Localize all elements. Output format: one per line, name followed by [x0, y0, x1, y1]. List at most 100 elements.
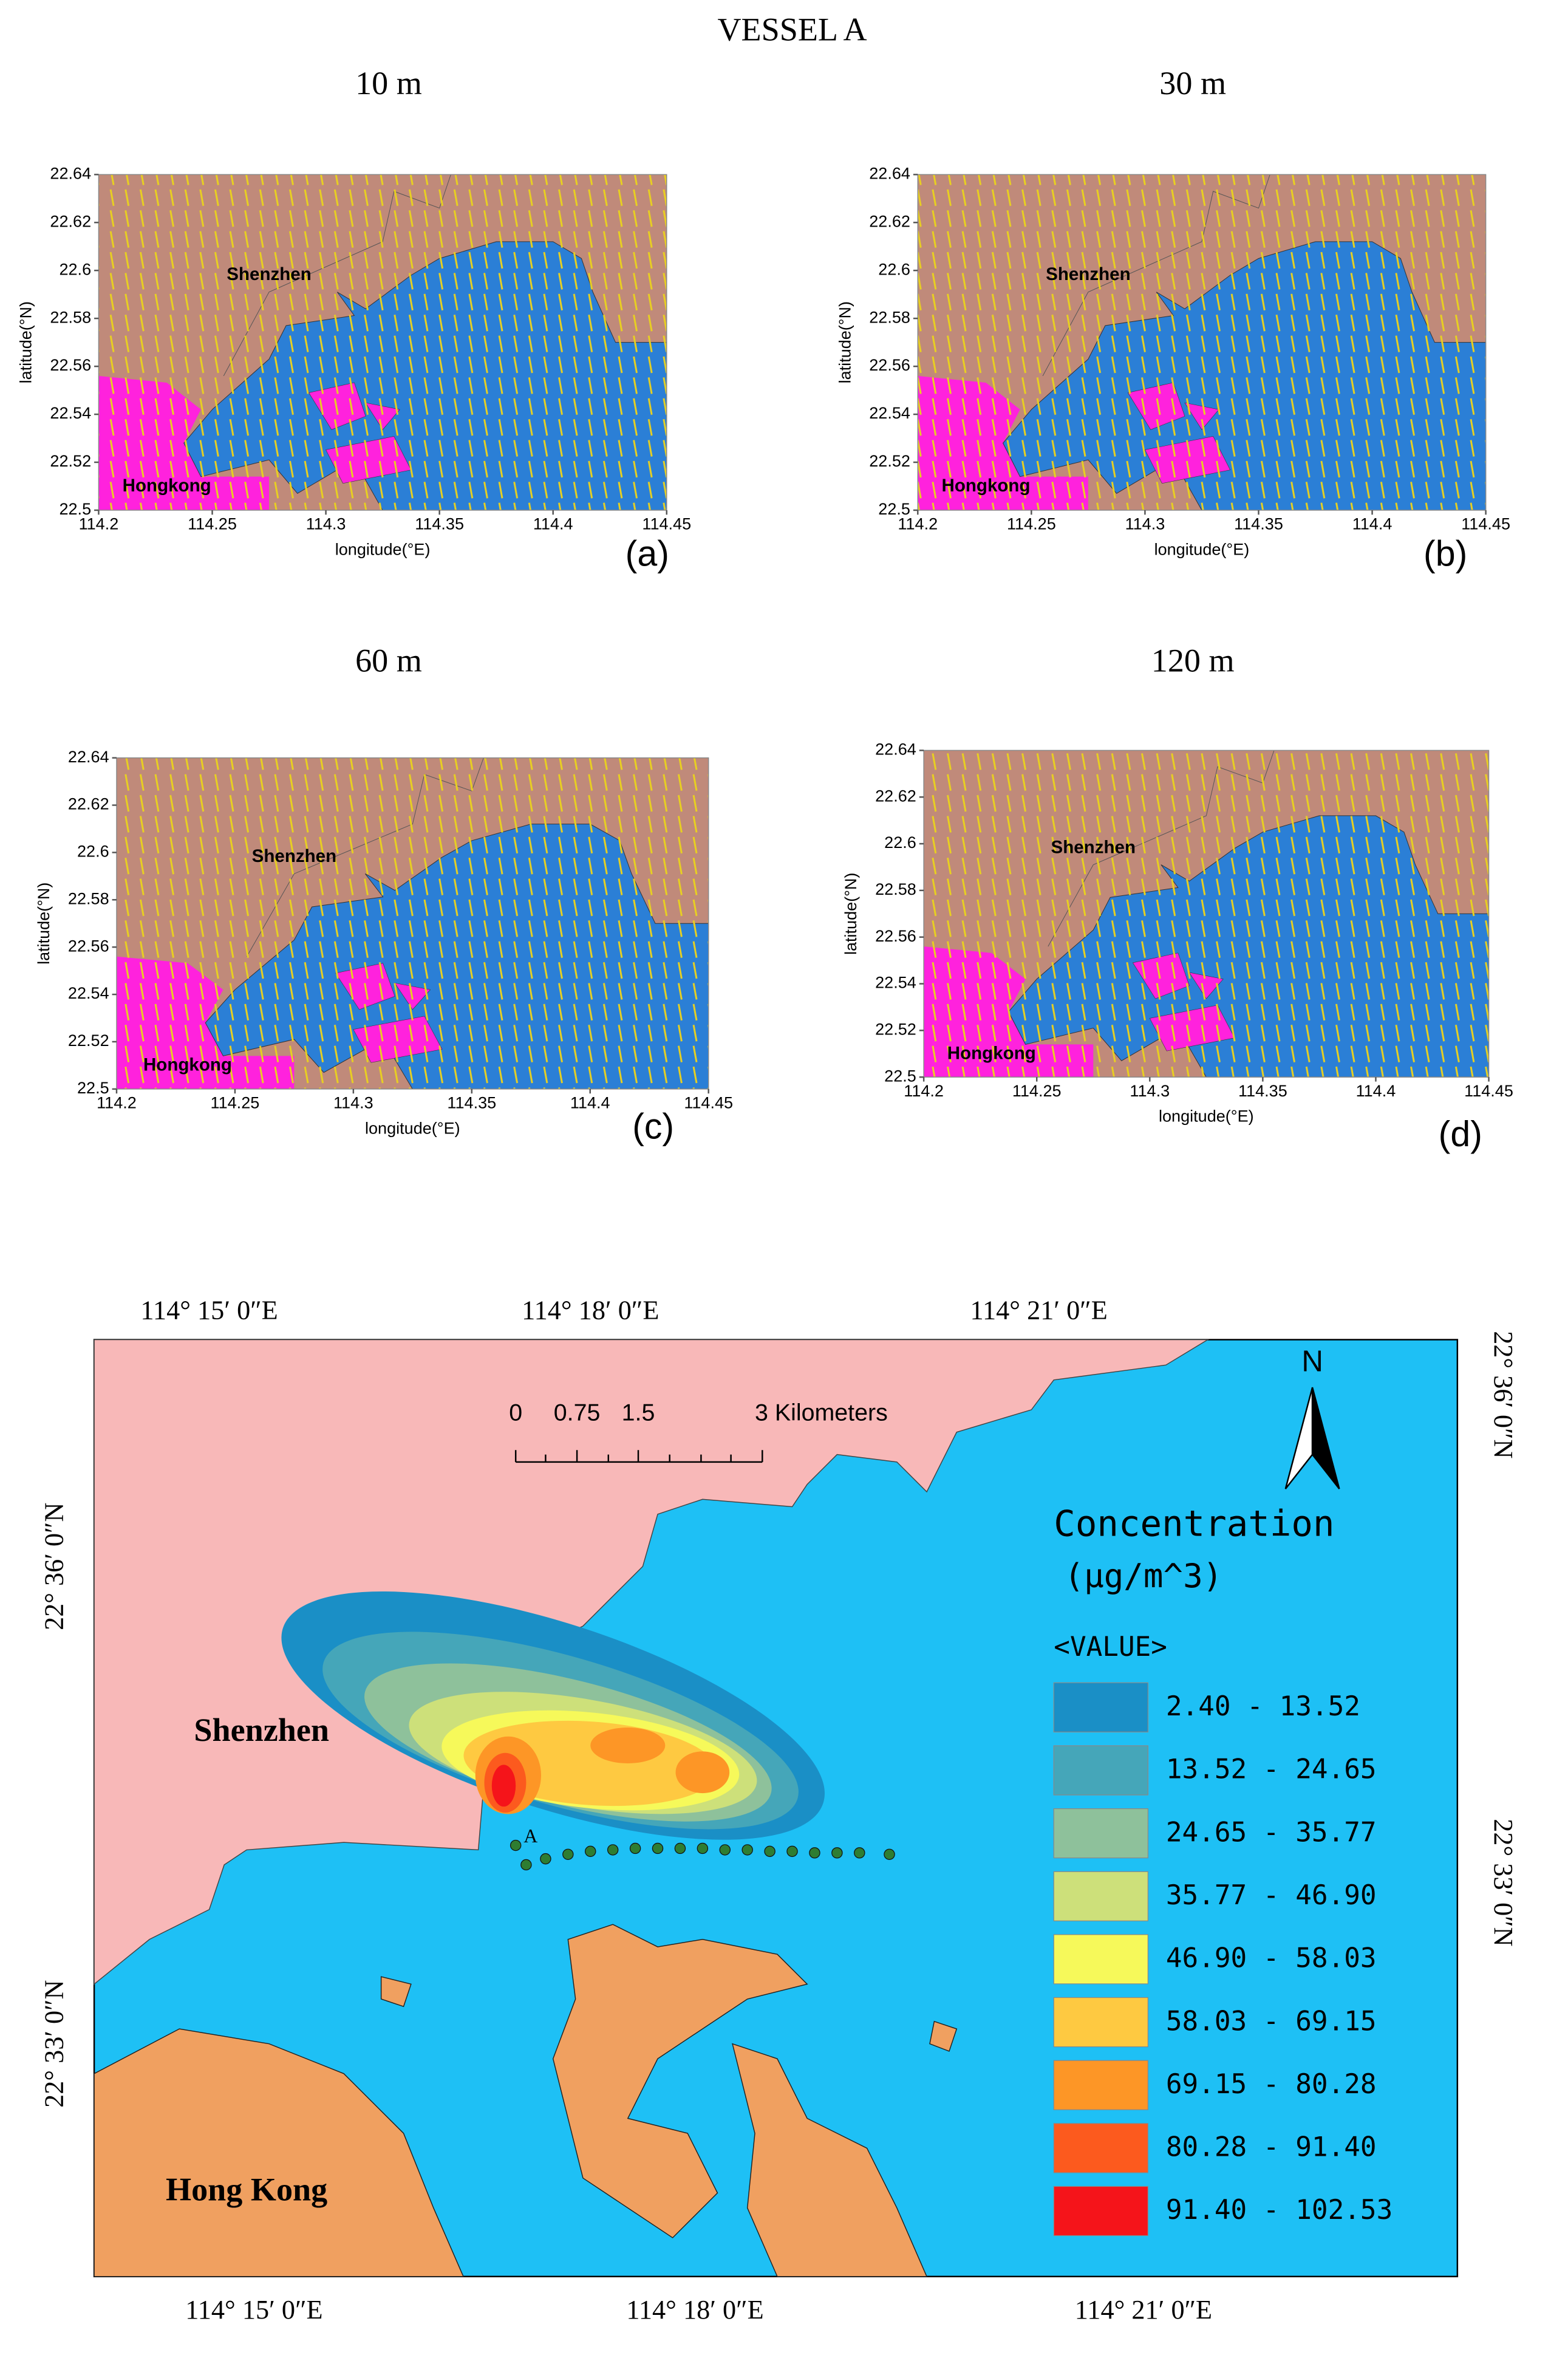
y-axis-label: latitude(°N)	[842, 873, 860, 955]
legend-label: 69.15 - 80.28	[1166, 2069, 1377, 2100]
y-tick-label: 22.62	[875, 787, 916, 805]
y-tick-label: 22.62	[68, 795, 109, 813]
plume	[281, 1591, 825, 1840]
x-tick-label: 114.4	[1356, 1082, 1396, 1100]
lon-label: 114° 15′ 0″E	[185, 2295, 322, 2325]
y-tick-label: 22.54	[68, 984, 109, 1002]
y-tick-label: 22.5	[59, 500, 91, 518]
y-tick-label: 22.5	[878, 500, 910, 518]
place-label: Hongkong	[123, 476, 211, 496]
x-tick-label: 114.2	[904, 1082, 944, 1100]
scale-label: 1.5	[622, 1400, 655, 1426]
legend-swatch	[1053, 2186, 1148, 2237]
panel-letter: (c)	[632, 1107, 674, 1147]
legend-units: (μg/m^3)	[1065, 1557, 1223, 1595]
panel-title: 10 m	[355, 65, 422, 101]
x-tick-label: 114.3	[306, 515, 346, 533]
place-label: Shenzhen	[1051, 838, 1136, 858]
y-tick-label: 22.58	[875, 880, 916, 898]
place-label: Hongkong	[143, 1055, 232, 1075]
y-tick-label: 22.62	[869, 212, 910, 230]
place-label: Shenzhen	[227, 264, 311, 284]
land-shenzhen	[94, 1339, 1210, 1985]
x-axis-label: longitude(°E)	[1159, 1107, 1254, 1126]
legend-label: 58.03 - 69.15	[1166, 2006, 1377, 2037]
y-tick-label: 22.64	[68, 748, 109, 766]
land-hongkong	[94, 2028, 465, 2277]
y-tick-label: 22.6	[59, 260, 91, 278]
y-tick-label: 22.56	[875, 927, 916, 945]
y-tick-label: 22.52	[869, 452, 910, 470]
legend-swatch	[1053, 2060, 1148, 2110]
north-arrow: N	[1284, 1345, 1340, 1489]
wind-panel: 30 m (b) Shenzhen Hongkong 114.2 114.25 114.3 1…	[836, 65, 1510, 574]
lon-label: 114° 18′ 0″E	[626, 2295, 763, 2325]
figure-title: VESSEL A	[717, 11, 867, 47]
legend-label: 46.90 - 58.03	[1166, 1943, 1377, 1974]
wind-panel: 60 m (c) Shenzhen Hongkong 114.2 114.25 114.3 1…	[35, 642, 733, 1146]
x-tick-label: 114.2	[79, 515, 119, 533]
place-label: Shenzhen	[194, 1712, 329, 1748]
y-tick-label: 22.64	[50, 165, 91, 183]
y-axis-label: latitude(°N)	[35, 883, 53, 965]
y-tick-label: 22.52	[50, 452, 91, 470]
y-tick-label: 22.52	[875, 1020, 916, 1039]
lat-label: 22° 36′ 0″N	[39, 1503, 69, 1630]
lat-label: 22° 36′ 0″N	[1488, 1331, 1518, 1458]
x-tick-label: 114.25	[188, 515, 237, 533]
legend-swatch	[1053, 1745, 1148, 1796]
lon-label: 114° 15′ 0″E	[140, 1295, 278, 1325]
lon-label: 114° 18′ 0″E	[522, 1295, 659, 1325]
legend: 2.40 - 13.52 13.52 - 24.65 24.65 - 35.77 35…	[1053, 1682, 1392, 2237]
y-tick-label: 22.62	[50, 212, 91, 230]
y-tick-label: 22.52	[68, 1031, 109, 1050]
island	[929, 2020, 958, 2052]
x-tick-label: 114.25	[1012, 1082, 1062, 1100]
x-tick-label: 114.4	[533, 515, 573, 533]
x-tick-label: 114.45	[1464, 1082, 1513, 1100]
x-axis-label: longitude(°E)	[335, 540, 431, 558]
place-label: Hongkong	[942, 476, 1031, 496]
x-tick-label: 114.2	[898, 515, 938, 533]
x-tick-label: 114.3	[1125, 515, 1165, 533]
x-tick-label: 114.35	[447, 1094, 496, 1112]
y-tick-label: 22.54	[50, 404, 91, 422]
y-tick-label: 22.56	[50, 356, 91, 374]
place-label: Hong Kong	[166, 2172, 327, 2208]
y-tick-label: 22.6	[878, 260, 910, 278]
y-tick-label: 22.64	[875, 740, 916, 759]
y-tick-label: 22.54	[875, 974, 916, 992]
legend-label: 13.52 - 24.65	[1166, 1754, 1377, 1785]
legend-label: 80.28 - 91.40	[1166, 2132, 1377, 2163]
concentration-map: A Shenzhen Hong Kong 0 0.75 1.5 3 Kilome…	[39, 1295, 1518, 2324]
panel-letter: (d)	[1439, 1114, 1482, 1154]
wind-arrows	[116, 757, 709, 1089]
x-tick-label: 114.25	[211, 1094, 260, 1112]
wind-arrows	[98, 174, 667, 510]
legend-swatch	[1053, 1997, 1148, 2048]
legend-label: 35.77 - 46.90	[1166, 1880, 1377, 1911]
x-tick-label: 114.35	[1238, 1082, 1287, 1100]
place-label: Shenzhen	[1046, 264, 1130, 284]
x-tick-label: 114.45	[1461, 515, 1510, 533]
wind-arrows	[918, 174, 1486, 510]
place-label: Hongkong	[947, 1043, 1036, 1063]
wind-panel: 120 m (d) Shenzhen Hongkong 114.2 114.25 114.3…	[842, 642, 1513, 1154]
y-tick-label: 22.58	[68, 889, 109, 907]
legend-swatch	[1053, 1871, 1148, 1921]
panel-letter: (a)	[625, 534, 669, 574]
legend-header: <VALUE>	[1054, 1632, 1167, 1663]
x-tick-label: 114.25	[1007, 515, 1056, 533]
vessel-track	[510, 1839, 895, 1871]
island	[552, 1924, 808, 2238]
scale-bar: 0 0.75 1.5 3 Kilometers	[509, 1400, 888, 1463]
x-tick-label: 114.45	[684, 1094, 733, 1112]
legend-label: 2.40 - 13.52	[1166, 1691, 1360, 1722]
x-tick-label: 114.4	[1352, 515, 1392, 533]
x-tick-label: 114.45	[642, 515, 691, 533]
lon-label: 114° 21′ 0″E	[1075, 2295, 1212, 2325]
plot-frame	[98, 174, 667, 511]
y-axis-label: latitude(°N)	[836, 301, 854, 383]
y-tick-label: 22.5	[884, 1067, 916, 1085]
